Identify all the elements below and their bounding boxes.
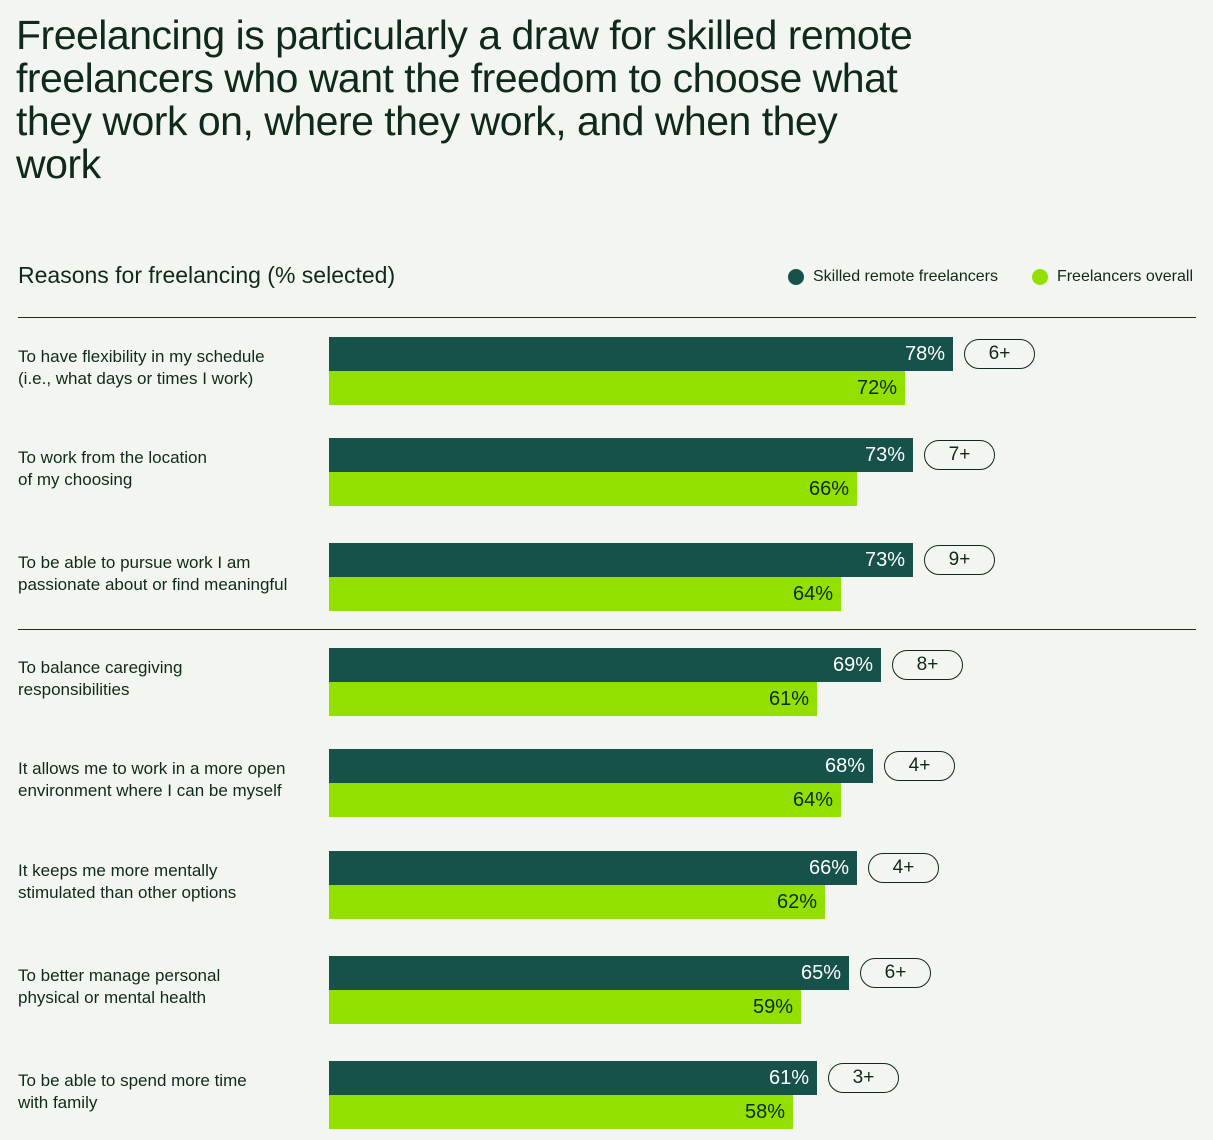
bar-freelancers-overall: 61%	[329, 682, 817, 716]
bar-skilled-remote: 65%	[329, 956, 849, 990]
difference-badge: 4+	[868, 853, 939, 883]
data-label: 64%	[792, 789, 833, 811]
bar-freelancers-overall: 64%	[329, 577, 841, 611]
data-label: 66%	[808, 857, 849, 879]
data-label: 64%	[792, 583, 833, 605]
data-label: 66%	[808, 478, 849, 500]
category-label: To balance caregiving responsibilities	[18, 657, 318, 701]
category-label-line: To have flexibility in my schedule	[18, 347, 265, 366]
bar-freelancers-overall: 59%	[329, 990, 801, 1024]
category-label-line: To be able to spend more time	[18, 1071, 247, 1090]
bar-freelancers-overall: 64%	[329, 783, 841, 817]
bar-skilled-remote: 69%	[329, 648, 881, 682]
bar-skilled-remote: 73%	[329, 438, 913, 472]
category-label-line: environment where I can be myself	[18, 781, 282, 800]
difference-badge: 7+	[924, 440, 995, 470]
bar-skilled-remote: 73%	[329, 543, 913, 577]
data-label: 68%	[824, 755, 865, 777]
data-label: 61%	[768, 1067, 809, 1089]
legend-label-overall: Freelancers overall	[1056, 268, 1193, 285]
legend-item-skilled: Skilled remote freelancers	[787, 268, 998, 286]
data-label: 69%	[832, 654, 873, 676]
category-label: To be able to pursue work I am passionate…	[18, 552, 318, 596]
category-label-line: To better manage personal	[18, 966, 221, 985]
legend-swatch-skilled	[787, 269, 804, 285]
chart-title: Freelancing is particularly a draw for s…	[16, 12, 913, 187]
bar-skilled-remote: 68%	[329, 749, 873, 783]
category-label: It allows me to work in a more open envir…	[18, 758, 318, 802]
category-label: To have flexibility in my schedule (i.e.,…	[18, 346, 318, 390]
category-label-line: (i.e., what days or times I work)	[18, 369, 254, 388]
data-label: 65%	[800, 962, 841, 984]
difference-badge: 6+	[964, 339, 1035, 369]
category-label-line: stimulated than other options	[18, 883, 237, 902]
data-label: 72%	[856, 377, 897, 399]
legend-label-skilled: Skilled remote freelancers	[812, 268, 998, 285]
data-label: 59%	[752, 996, 793, 1018]
data-label: 73%	[864, 549, 905, 571]
bar-skilled-remote: 61%	[329, 1061, 817, 1095]
category-label-line: of my choosing	[18, 470, 133, 489]
category-label-line: It allows me to work in a more open	[18, 759, 286, 778]
category-label-line: passionate about or find meaningful	[18, 575, 288, 594]
data-label: 62%	[776, 891, 817, 913]
category-label: It keeps me more mentally stimulated than…	[18, 860, 318, 904]
category-label-line: physical or mental health	[18, 988, 207, 1007]
difference-badge: 4+	[884, 751, 955, 781]
bar-skilled-remote: 78%	[329, 337, 953, 371]
data-label: 73%	[864, 444, 905, 466]
category-label-line: responsibilities	[18, 680, 130, 699]
category-label: To work from the location of my choosing	[18, 447, 318, 491]
bar-freelancers-overall: 66%	[329, 472, 857, 506]
category-label: To better manage personal physical or men…	[18, 965, 318, 1009]
difference-badge: 9+	[924, 545, 995, 575]
category-label-line: To be able to pursue work I am	[18, 553, 251, 572]
bar-freelancers-overall: 72%	[329, 371, 905, 405]
data-label: 61%	[768, 688, 809, 710]
chart-subtitle: Reasons for freelancing (% selected)	[18, 262, 396, 288]
data-label: 78%	[904, 343, 945, 365]
data-label: 58%	[744, 1101, 785, 1123]
difference-badge: 6+	[860, 958, 931, 988]
category-label-line: To balance caregiving	[18, 658, 183, 677]
legend: Skilled remote freelancers Freelancers o…	[754, 268, 1193, 286]
bar-freelancers-overall: 58%	[329, 1095, 793, 1129]
category-label: To be able to spend more time with family	[18, 1070, 318, 1114]
difference-badge: 3+	[828, 1063, 899, 1093]
category-label-line: It keeps me more mentally	[18, 861, 218, 880]
group-divider	[18, 629, 1196, 630]
bar-freelancers-overall: 62%	[329, 885, 825, 919]
legend-swatch-overall	[1031, 269, 1048, 285]
bar-skilled-remote: 66%	[329, 851, 857, 885]
difference-badge: 8+	[892, 650, 963, 680]
top-divider	[18, 317, 1196, 318]
category-label-line: To work from the location	[18, 448, 207, 467]
legend-item-overall: Freelancers overall	[1031, 268, 1193, 286]
category-label-line: with family	[18, 1093, 98, 1112]
